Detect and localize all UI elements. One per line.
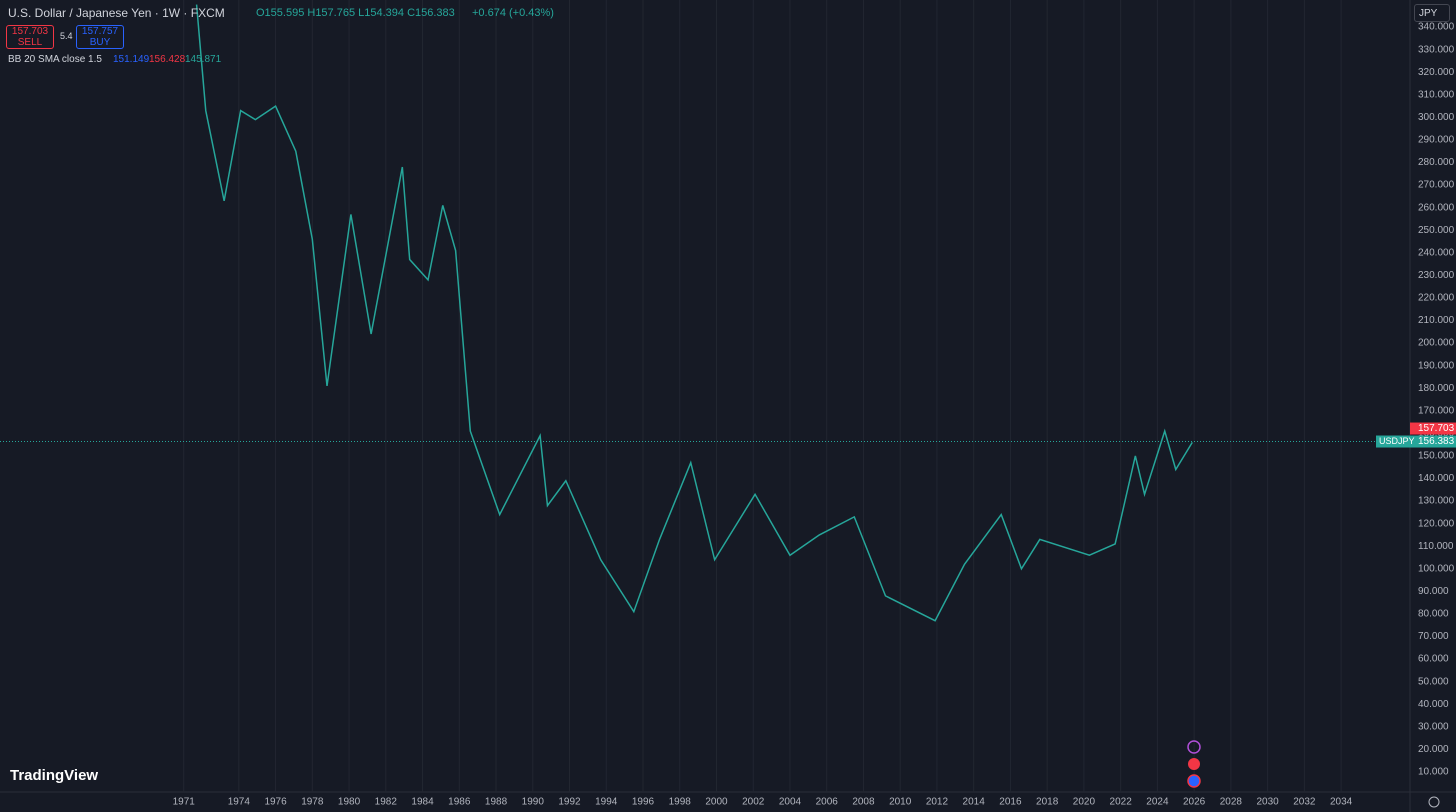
x-tick-label: 1988 <box>485 797 508 808</box>
x-tick-label: 1971 <box>173 797 196 808</box>
buy-label: BUY <box>89 37 111 48</box>
brand-logo: TradingView <box>10 767 99 784</box>
currency-button[interactable]: JPY <box>1414 4 1450 22</box>
x-tick-label: 2006 <box>816 797 839 808</box>
buy-button[interactable]: 157.757 BUY <box>76 25 124 49</box>
x-tick-label: 2002 <box>742 797 765 808</box>
sell-price: 157.703 <box>11 26 49 37</box>
x-tick-label: 2018 <box>1036 797 1059 808</box>
y-tick-label: 50.000 <box>1418 676 1449 687</box>
bb-lower: 145.871 <box>185 54 222 65</box>
y-tick-label: 140.000 <box>1418 473 1455 484</box>
x-tick-label: 1996 <box>632 797 655 808</box>
sell-label: SELL <box>17 37 43 48</box>
y-tick-label: 310.000 <box>1418 89 1455 100</box>
x-tick-label: 2026 <box>1183 797 1206 808</box>
change: +0.674 (+0.43%) <box>472 7 554 19</box>
x-tick-label: 1994 <box>595 797 618 808</box>
indicator-name[interactable]: BB 20 SMA close 1.5 <box>8 54 102 65</box>
symbol-tag <box>1376 435 1410 448</box>
x-tick-label: 2028 <box>1220 797 1243 808</box>
spread: 5.4 <box>60 31 73 41</box>
buy-price: 157.757 <box>81 26 119 37</box>
y-tick-label: 200.000 <box>1418 338 1455 349</box>
y-tick-label: 170.000 <box>1418 405 1455 416</box>
x-tick-label: 2008 <box>852 797 875 808</box>
bb-upper: 156.428 <box>149 54 186 65</box>
bb-basis: 151.149 <box>113 54 150 65</box>
x-tick-label: 2024 <box>1146 797 1169 808</box>
y-tick-label: 10.000 <box>1418 767 1449 778</box>
ohlc: O155.595 H157.765 L154.394 C156.383 <box>256 7 455 19</box>
x-tick-label: 2010 <box>889 797 912 808</box>
sell-button[interactable]: 157.703 SELL <box>6 25 54 49</box>
y-tick-label: 100.000 <box>1418 563 1455 574</box>
plot <box>0 4 1410 622</box>
y-tick-label: 190.000 <box>1418 360 1455 371</box>
x-tick-label: 1984 <box>411 797 434 808</box>
sell-price-tag <box>1410 422 1456 435</box>
symbol-title[interactable]: U.S. Dollar / Japanese Yen · 1W · FXCM <box>8 6 225 20</box>
x-tick-label: 2020 <box>1073 797 1096 808</box>
x-tick-label: 1992 <box>558 797 581 808</box>
x-tick-label: 2032 <box>1293 797 1316 808</box>
y-tick-label: 90.000 <box>1418 586 1449 597</box>
y-tick-label: 70.000 <box>1418 631 1449 642</box>
last-price-tag <box>1410 435 1456 448</box>
y-tick-label: 290.000 <box>1418 135 1455 146</box>
last-price-label: 156.383 <box>1418 436 1455 447</box>
y-tick-label: 180.000 <box>1418 383 1455 394</box>
y-tick-label: 110.000 <box>1418 541 1454 552</box>
x-tick-label: 2014 <box>963 797 986 808</box>
y-tick-label: 320.000 <box>1418 67 1455 78</box>
y-tick-label: 80.000 <box>1418 609 1449 620</box>
price-line <box>195 4 1193 622</box>
y-tick-label: 30.000 <box>1418 721 1449 732</box>
y-tick-label: 220.000 <box>1418 293 1455 304</box>
x-tick-label: 2016 <box>999 797 1022 808</box>
x-tick-label: 2030 <box>1256 797 1279 808</box>
x-tick-label: 1982 <box>375 797 398 808</box>
x-tick-label: 1978 <box>301 797 324 808</box>
y-tick-label: 230.000 <box>1418 270 1455 281</box>
x-tick-label: 1990 <box>522 797 545 808</box>
x-tick-label: 2004 <box>779 797 802 808</box>
settings-icon[interactable] <box>1428 796 1440 808</box>
y-tick-label: 40.000 <box>1418 699 1449 710</box>
event-icon[interactable] <box>1187 740 1201 754</box>
y-tick-label: 340.000 <box>1418 22 1455 33</box>
x-tick-label: 1980 <box>338 797 361 808</box>
x-tick-label: 2022 <box>1110 797 1133 808</box>
x-tick-label: 2034 <box>1330 797 1353 808</box>
y-tick-label: 280.000 <box>1418 157 1455 168</box>
y-tick-label: 250.000 <box>1418 225 1455 236</box>
y-tick-label: 260.000 <box>1418 202 1455 213</box>
y-tick-label: 270.000 <box>1418 180 1455 191</box>
y-tick-label: 330.000 <box>1418 44 1455 55</box>
x-tick-label: 1998 <box>669 797 692 808</box>
y-tick-label: 60.000 <box>1418 654 1449 665</box>
grid <box>183 0 1342 792</box>
event-icon[interactable] <box>1188 758 1200 770</box>
y-tick-label: 120.000 <box>1418 518 1455 529</box>
y-tick-label: 210.000 <box>1418 315 1455 326</box>
y-tick-label: 300.000 <box>1418 112 1455 123</box>
x-tick-label: 1976 <box>264 797 287 808</box>
x-tick-label: 2012 <box>926 797 949 808</box>
x-tick-label: 1986 <box>448 797 471 808</box>
symbol-label: USDJPY <box>1379 436 1415 446</box>
y-tick-label: 150.000 <box>1418 451 1455 462</box>
y-tick-label: 20.000 <box>1418 744 1449 755</box>
x-tick-label: 1974 <box>228 797 251 808</box>
axes: 10.000 20.000 30.000 40.000 50.000 60.000 70.0… <box>173 22 1456 808</box>
y-tick-label: 130.000 <box>1418 496 1455 507</box>
event-icon[interactable] <box>1187 774 1201 788</box>
x-tick-label: 2000 <box>705 797 728 808</box>
y-tick-label: 240.000 <box>1418 247 1455 258</box>
sell-price-label: 157.703 <box>1418 423 1455 434</box>
